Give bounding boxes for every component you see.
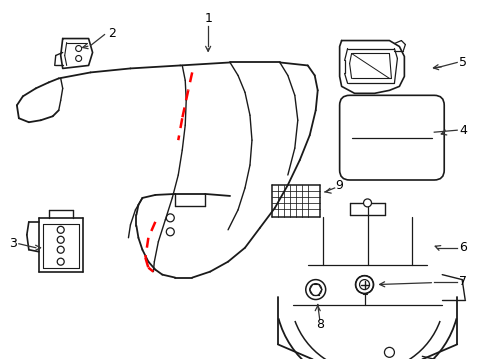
Circle shape [355, 276, 373, 293]
FancyBboxPatch shape [339, 95, 443, 180]
Text: 3: 3 [9, 237, 17, 250]
Polygon shape [339, 41, 404, 93]
Text: 5: 5 [458, 56, 466, 69]
Text: 9: 9 [335, 180, 343, 193]
Text: 7: 7 [458, 275, 466, 288]
Circle shape [363, 199, 371, 207]
Text: 6: 6 [458, 241, 466, 254]
Circle shape [384, 347, 394, 357]
Text: 4: 4 [458, 124, 466, 137]
Text: 1: 1 [204, 12, 212, 25]
Polygon shape [61, 39, 92, 68]
Text: 8: 8 [315, 318, 323, 331]
Text: 2: 2 [108, 27, 116, 40]
Circle shape [305, 280, 325, 300]
